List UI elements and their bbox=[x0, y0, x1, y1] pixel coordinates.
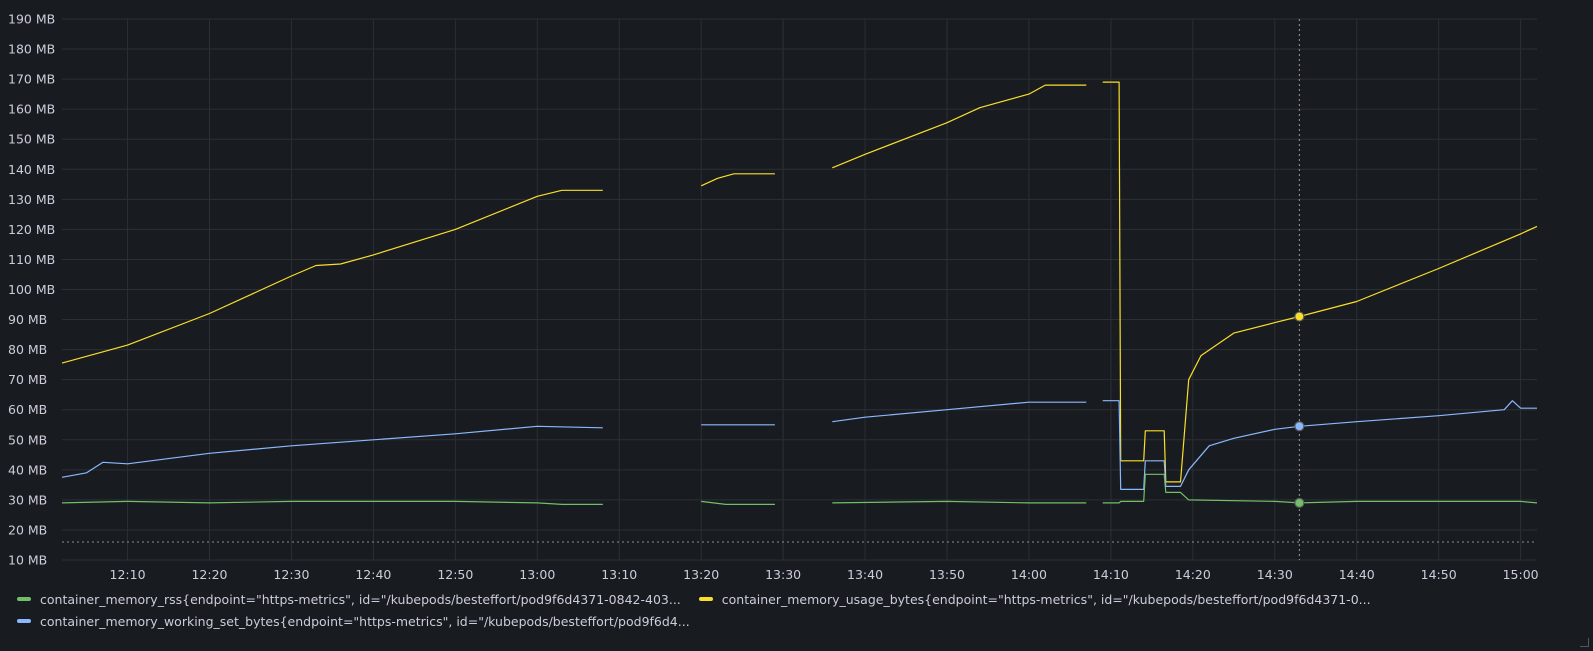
hover-point-0 bbox=[1294, 311, 1305, 322]
legend-swatch-working-set bbox=[17, 619, 31, 623]
legend-item-working-set[interactable]: container_memory_working_set_bytes{endpo… bbox=[17, 614, 690, 629]
x-tick-label: 14:00 bbox=[1011, 567, 1047, 582]
y-tick-label: 130 MB bbox=[8, 192, 55, 207]
y-tick-label: 10 MB bbox=[8, 553, 47, 568]
x-tick-label: 14:30 bbox=[1257, 567, 1293, 582]
y-tick-label: 160 MB bbox=[8, 102, 55, 117]
y-tick-label: 80 MB bbox=[8, 342, 47, 357]
hover-point-2 bbox=[1294, 497, 1305, 508]
legend-label-usage: container_memory_usage_bytes{endpoint="h… bbox=[721, 591, 1371, 607]
y-tick-label: 90 MB bbox=[8, 312, 47, 327]
legend-label-rss: container_memory_rss{endpoint="https-met… bbox=[40, 591, 681, 607]
y-tick-label: 50 MB bbox=[8, 432, 47, 447]
y-tick-label: 30 MB bbox=[8, 492, 47, 507]
y-tick-label: 180 MB bbox=[8, 42, 55, 57]
x-tick-label: 14:50 bbox=[1421, 567, 1457, 582]
x-tick-label: 13:30 bbox=[765, 567, 801, 582]
legend-label-working-set: container_memory_working_set_bytes{endpo… bbox=[40, 613, 690, 629]
x-tick-label: 14:40 bbox=[1339, 567, 1375, 582]
series-line-0-segment-1 bbox=[700, 173, 775, 187]
y-tick-label: 110 MB bbox=[8, 252, 55, 267]
y-tick-label: 190 MB bbox=[8, 12, 55, 27]
x-tick-label: 13:00 bbox=[519, 567, 555, 582]
y-tick-label: 60 MB bbox=[8, 402, 47, 417]
series-line-0-segment-3 bbox=[1102, 81, 1538, 483]
series-line-1-segment-0 bbox=[61, 425, 603, 478]
series-line-0-segment-0 bbox=[61, 189, 603, 364]
x-tick-label: 13:50 bbox=[929, 567, 965, 582]
y-tick-label: 70 MB bbox=[8, 372, 47, 387]
series-line-2-segment-2 bbox=[832, 500, 1087, 504]
y-tick-label: 140 MB bbox=[8, 162, 55, 177]
series-line-2-segment-0 bbox=[61, 500, 603, 505]
legend-row-2: container_memory_working_set_bytes{endpo… bbox=[17, 610, 1577, 632]
x-tick-label: 12:50 bbox=[437, 567, 473, 582]
hover-point-1 bbox=[1294, 421, 1305, 432]
x-tick-label: 15:00 bbox=[1503, 567, 1539, 582]
legend-swatch-rss bbox=[17, 597, 31, 601]
x-tick-label: 12:10 bbox=[110, 567, 146, 582]
x-tick-label: 12:20 bbox=[191, 567, 227, 582]
y-tick-label: 40 MB bbox=[8, 462, 47, 477]
x-tick-label: 14:10 bbox=[1093, 567, 1129, 582]
series-line-2-segment-1 bbox=[701, 500, 775, 505]
series-line-0-segment-2 bbox=[832, 84, 1087, 169]
legend: container_memory_rss{endpoint="https-met… bbox=[17, 588, 1577, 632]
y-tick-label: 100 MB bbox=[8, 282, 55, 297]
legend-item-usage[interactable]: container_memory_usage_bytes{endpoint="h… bbox=[698, 591, 1371, 607]
y-tick-label: 20 MB bbox=[8, 522, 47, 537]
series-line-2-segment-3 bbox=[1102, 473, 1538, 504]
legend-swatch-usage bbox=[698, 597, 713, 601]
y-tick-label: 150 MB bbox=[8, 132, 55, 147]
memory-line-chart[interactable]: 10 MB 20 MB 30 MB 40 MB 50 MB 60 MB 70 MB 80 MB… bbox=[0, 0, 1593, 585]
x-tick-label: 13:40 bbox=[847, 567, 883, 582]
x-tick-label: 14:20 bbox=[1175, 567, 1211, 582]
x-tick-label: 13:10 bbox=[601, 567, 637, 582]
series-line-1-segment-3 bbox=[1102, 400, 1537, 490]
panel-resize-handle[interactable] bbox=[1580, 638, 1589, 647]
x-tick-label: 13:20 bbox=[683, 567, 719, 582]
y-tick-label: 120 MB bbox=[8, 222, 55, 237]
x-tick-label: 12:40 bbox=[355, 567, 391, 582]
legend-row-1: container_memory_rss{endpoint="https-met… bbox=[17, 588, 1577, 610]
legend-item-rss[interactable]: container_memory_rss{endpoint="https-met… bbox=[17, 592, 681, 607]
series-line-1-segment-2 bbox=[832, 401, 1087, 423]
x-tick-label: 12:30 bbox=[273, 567, 309, 582]
y-tick-label: 170 MB bbox=[8, 72, 55, 87]
